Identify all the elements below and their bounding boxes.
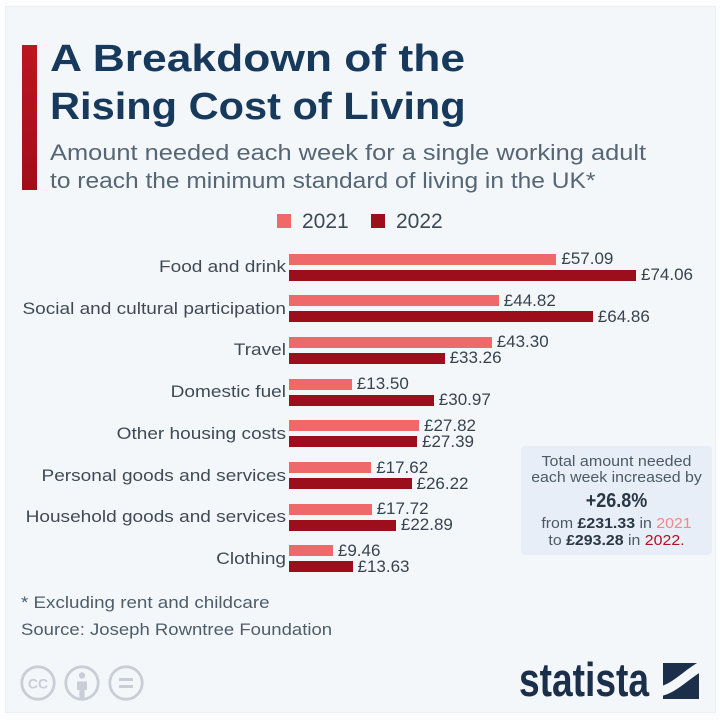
svg-text:statista: statista (519, 658, 650, 703)
svg-text:CC: CC (28, 676, 48, 692)
